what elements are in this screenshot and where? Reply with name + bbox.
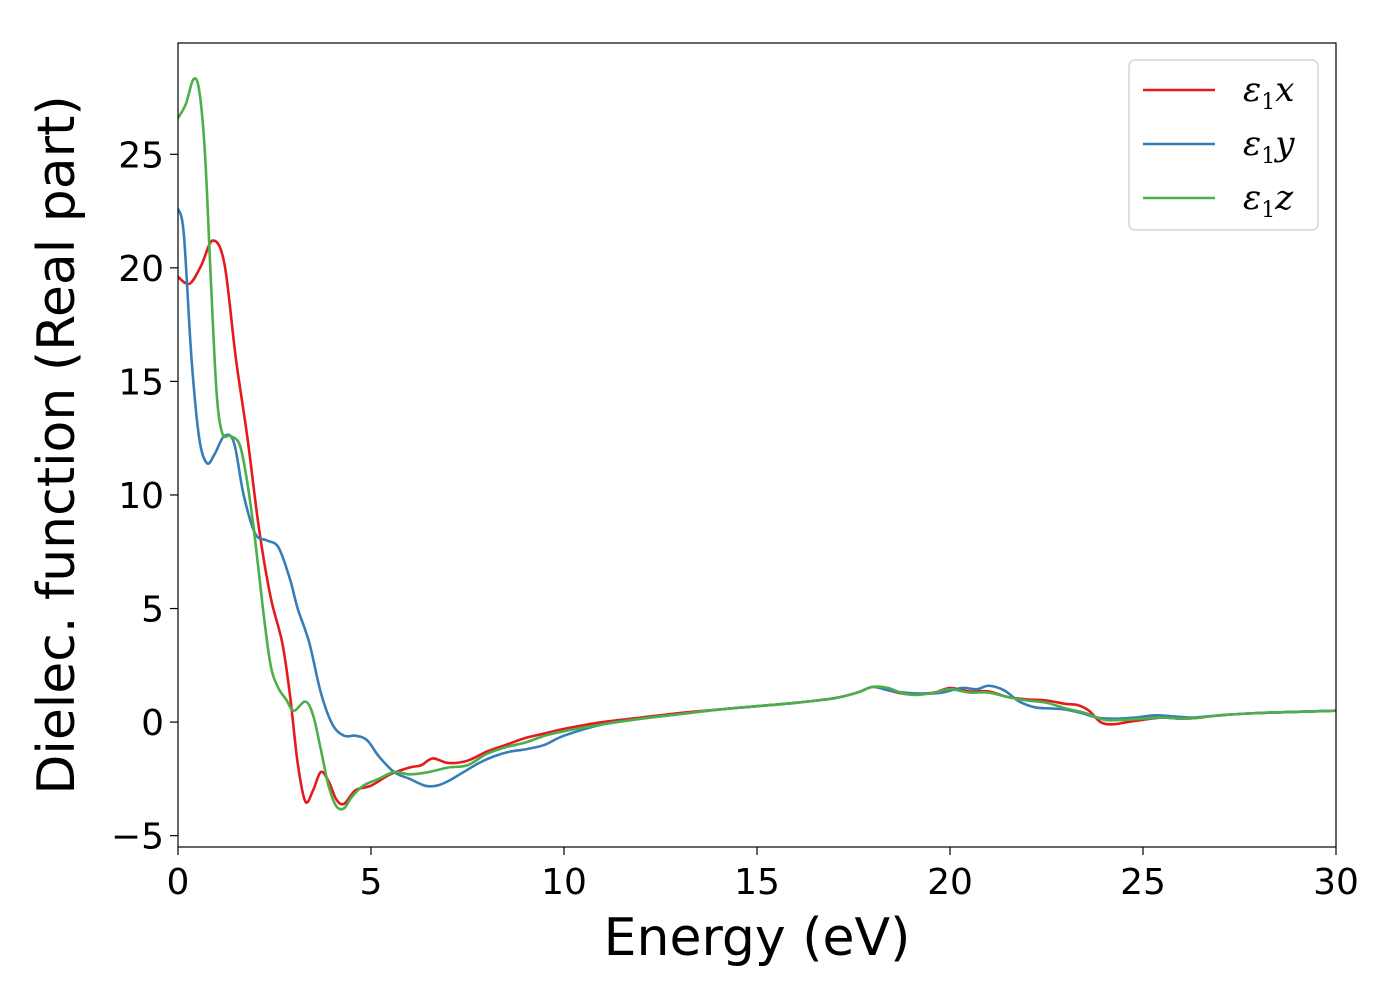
y-tick-label: 25 bbox=[118, 135, 164, 176]
x-tick-label: 25 bbox=[1120, 862, 1166, 903]
series-line-z bbox=[178, 77, 1336, 811]
x-tick-label: 20 bbox=[927, 862, 973, 903]
y-tick-label: 0 bbox=[141, 703, 164, 744]
y-axis-title: Dielec. function (Real part) bbox=[27, 95, 87, 794]
legend-label-y: ε1y bbox=[1243, 124, 1295, 169]
y-tick-label: 5 bbox=[141, 590, 164, 631]
x-tick-label: 0 bbox=[167, 862, 190, 903]
x-tick-label: 30 bbox=[1313, 862, 1359, 903]
x-axis: 0 5 10 15 20 25 30 bbox=[167, 847, 1359, 903]
legend-label-z: ε1z bbox=[1243, 178, 1294, 223]
y-tick-label: 15 bbox=[118, 362, 164, 403]
legend-label-x: ε1x bbox=[1243, 70, 1294, 115]
y-tick-label: 20 bbox=[118, 249, 164, 290]
x-axis-title: Energy (eV) bbox=[604, 908, 911, 968]
x-tick-label: 5 bbox=[360, 862, 383, 903]
legend-box bbox=[1128, 59, 1319, 231]
series-layer bbox=[178, 77, 1336, 811]
legend: ε1x ε1y ε1z bbox=[1128, 59, 1319, 231]
y-tick-label: −5 bbox=[111, 817, 164, 858]
y-tick-label: 10 bbox=[118, 476, 164, 517]
y-axis: −5 0 5 10 15 20 25 bbox=[111, 135, 178, 858]
x-tick-label: 10 bbox=[541, 862, 587, 903]
x-tick-label: 15 bbox=[734, 862, 780, 903]
